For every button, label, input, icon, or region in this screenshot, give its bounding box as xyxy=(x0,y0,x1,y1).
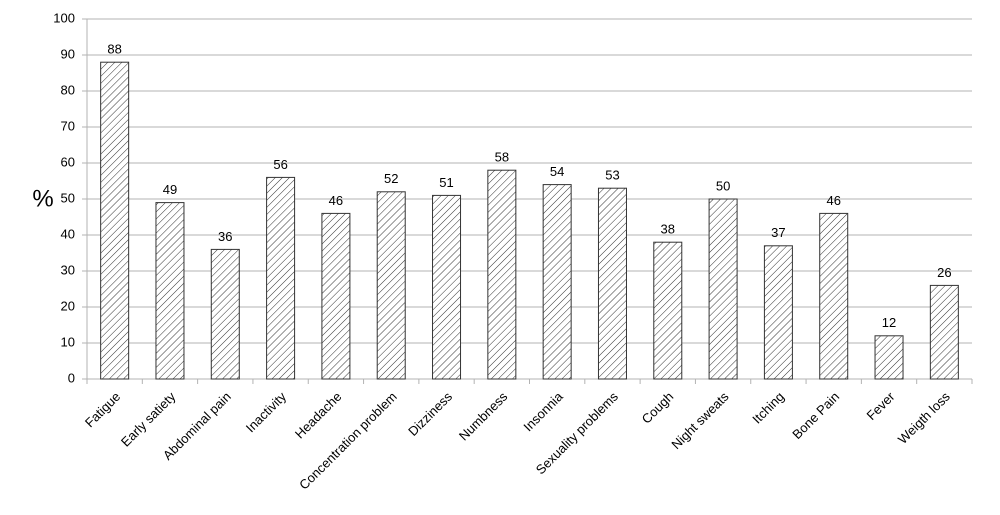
bar xyxy=(210,248,240,380)
bar xyxy=(432,194,462,380)
bar xyxy=(874,335,904,380)
data-label: 46 xyxy=(826,193,840,208)
y-tick-label: 30 xyxy=(61,262,75,277)
x-tick-label: Dizziness xyxy=(405,389,455,439)
y-tick-label: 70 xyxy=(61,118,75,133)
bar xyxy=(100,61,130,380)
x-tick-label: Insonnia xyxy=(520,388,566,434)
data-label: 52 xyxy=(384,171,398,186)
bar xyxy=(155,202,185,380)
bar xyxy=(597,187,627,380)
data-label: 53 xyxy=(605,168,619,183)
bar xyxy=(542,184,572,380)
data-label: 54 xyxy=(550,164,564,179)
y-tick-label: 40 xyxy=(61,226,75,241)
data-label: 50 xyxy=(716,178,730,193)
data-label: 49 xyxy=(163,182,177,197)
x-tick-label: Itching xyxy=(749,389,787,427)
bar xyxy=(321,212,351,380)
data-label: 51 xyxy=(439,175,453,190)
x-tick-label: Fatigue xyxy=(82,389,123,430)
bar xyxy=(819,212,849,380)
bar xyxy=(929,284,959,380)
x-tick-label: Early satiety xyxy=(118,389,179,450)
bar xyxy=(266,176,296,380)
data-label: 38 xyxy=(661,222,675,237)
data-label: 46 xyxy=(329,193,343,208)
data-label: 12 xyxy=(882,315,896,330)
data-label: 58 xyxy=(495,150,509,165)
x-tick-label: Numbness xyxy=(456,389,511,444)
x-tick-label: Inactivity xyxy=(243,389,290,436)
bar xyxy=(763,245,793,380)
y-tick-label: 60 xyxy=(61,154,75,169)
data-label: 37 xyxy=(771,225,785,240)
x-tick-label: Bone Pain xyxy=(789,389,842,442)
data-label: 26 xyxy=(937,265,951,280)
bar xyxy=(376,191,406,380)
y-tick-label: 50 xyxy=(61,190,75,205)
bar xyxy=(708,198,738,380)
y-tick-label: 20 xyxy=(61,298,75,313)
data-label: 36 xyxy=(218,229,232,244)
x-tick-label: Headache xyxy=(292,389,345,442)
x-tick-label: Fever xyxy=(863,388,898,423)
x-tick-label: Cough xyxy=(639,389,677,427)
x-tick-label: Weigth loss xyxy=(895,389,953,447)
y-tick-label: 10 xyxy=(61,334,75,349)
y-tick-label: 80 xyxy=(61,82,75,97)
bar xyxy=(653,241,683,380)
y-axis-label: % xyxy=(32,185,53,212)
x-tick-label: Concentration problem xyxy=(296,389,400,493)
data-label: 88 xyxy=(107,42,121,57)
y-tick-label: 90 xyxy=(61,46,75,61)
y-tick-label: 100 xyxy=(53,10,75,25)
bar xyxy=(487,169,517,380)
data-label: 56 xyxy=(273,157,287,172)
x-tick-label: Night sweats xyxy=(668,389,732,453)
y-tick-label: 0 xyxy=(68,370,75,385)
